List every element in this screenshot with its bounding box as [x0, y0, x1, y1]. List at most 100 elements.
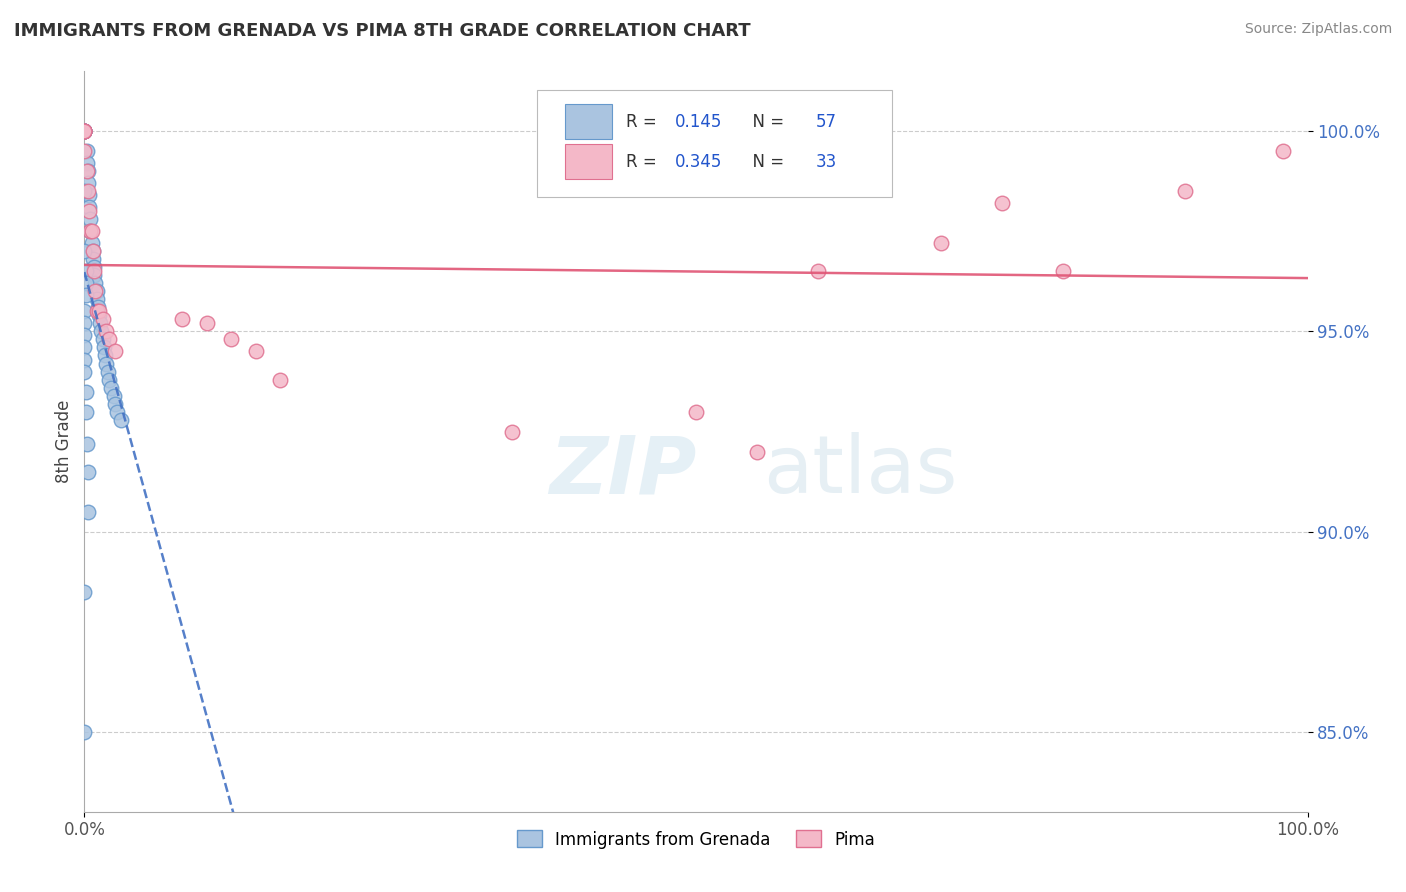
- Point: [89, 317, 111, 331]
- Y-axis label: 8th Grade: 8th Grade: [55, 400, 73, 483]
- Point: [103, 388, 125, 402]
- Point: [929, 236, 952, 251]
- FancyBboxPatch shape: [565, 144, 612, 179]
- Point: [82, 244, 104, 259]
- Point: [77, 188, 100, 202]
- Point: [91, 333, 114, 347]
- Point: [73, 724, 96, 739]
- Point: [79, 224, 101, 238]
- Point: [73, 124, 96, 138]
- Point: [73, 584, 96, 599]
- FancyBboxPatch shape: [565, 104, 612, 139]
- Point: [91, 312, 114, 326]
- Point: [80, 236, 103, 251]
- Point: [77, 465, 100, 479]
- Point: [97, 333, 120, 347]
- Point: [84, 277, 107, 291]
- Point: [93, 341, 115, 355]
- Point: [269, 372, 291, 386]
- Text: 0.345: 0.345: [675, 153, 723, 170]
- Point: [90, 325, 112, 339]
- Point: [73, 304, 96, 318]
- Text: N =: N =: [742, 112, 790, 131]
- Point: [73, 124, 96, 138]
- Point: [73, 364, 96, 378]
- Point: [73, 124, 96, 138]
- Point: [83, 260, 105, 275]
- Point: [219, 333, 242, 347]
- Point: [75, 277, 97, 291]
- Point: [83, 264, 105, 278]
- Text: 57: 57: [815, 112, 837, 131]
- Point: [77, 164, 100, 178]
- Point: [73, 124, 96, 138]
- Text: R =: R =: [626, 153, 662, 170]
- Text: Source: ZipAtlas.com: Source: ZipAtlas.com: [1244, 22, 1392, 37]
- Point: [73, 328, 96, 343]
- Point: [77, 204, 100, 219]
- Point: [96, 357, 118, 371]
- Point: [1174, 185, 1197, 199]
- Point: [79, 224, 101, 238]
- Text: 33: 33: [815, 153, 837, 170]
- Point: [86, 285, 108, 299]
- Point: [100, 380, 122, 394]
- Legend: Immigrants from Grenada, Pima: Immigrants from Grenada, Pima: [510, 823, 882, 855]
- Point: [84, 285, 107, 299]
- Point: [73, 124, 96, 138]
- Text: 0.145: 0.145: [675, 112, 723, 131]
- Point: [86, 304, 108, 318]
- Point: [73, 352, 96, 367]
- Point: [747, 444, 769, 458]
- Point: [685, 404, 707, 418]
- Point: [1052, 264, 1074, 278]
- Point: [104, 344, 127, 359]
- Point: [172, 312, 194, 326]
- Point: [104, 396, 127, 410]
- Point: [75, 288, 97, 302]
- Point: [73, 124, 96, 138]
- Point: [1272, 145, 1295, 159]
- Point: [73, 185, 96, 199]
- Point: [73, 124, 96, 138]
- Text: atlas: atlas: [763, 432, 957, 510]
- Point: [87, 304, 110, 318]
- Point: [77, 201, 100, 215]
- Point: [79, 212, 101, 227]
- Point: [82, 244, 104, 259]
- Text: ZIP: ZIP: [550, 432, 696, 510]
- Point: [86, 293, 108, 307]
- Point: [75, 264, 97, 278]
- Point: [77, 505, 100, 519]
- Point: [77, 185, 100, 199]
- Point: [76, 156, 98, 170]
- Point: [105, 404, 128, 418]
- Text: IMMIGRANTS FROM GRENADA VS PIMA 8TH GRADE CORRELATION CHART: IMMIGRANTS FROM GRENADA VS PIMA 8TH GRAD…: [14, 22, 751, 40]
- Text: R =: R =: [626, 112, 662, 131]
- Point: [73, 124, 96, 138]
- Point: [77, 177, 100, 191]
- Point: [502, 425, 524, 439]
- Point: [82, 252, 104, 267]
- Point: [94, 349, 117, 363]
- Point: [87, 309, 110, 323]
- Point: [195, 317, 218, 331]
- Point: [75, 384, 97, 399]
- Point: [96, 325, 118, 339]
- Point: [87, 301, 110, 315]
- FancyBboxPatch shape: [537, 90, 891, 197]
- Point: [73, 244, 96, 259]
- Point: [76, 436, 98, 450]
- Point: [76, 145, 98, 159]
- Point: [245, 344, 267, 359]
- Point: [73, 145, 96, 159]
- Point: [97, 372, 120, 386]
- Point: [991, 196, 1014, 211]
- Point: [73, 124, 96, 138]
- Point: [80, 224, 103, 238]
- Point: [76, 164, 98, 178]
- Point: [73, 124, 96, 138]
- Point: [75, 404, 97, 418]
- Text: N =: N =: [742, 153, 790, 170]
- Point: [73, 341, 96, 355]
